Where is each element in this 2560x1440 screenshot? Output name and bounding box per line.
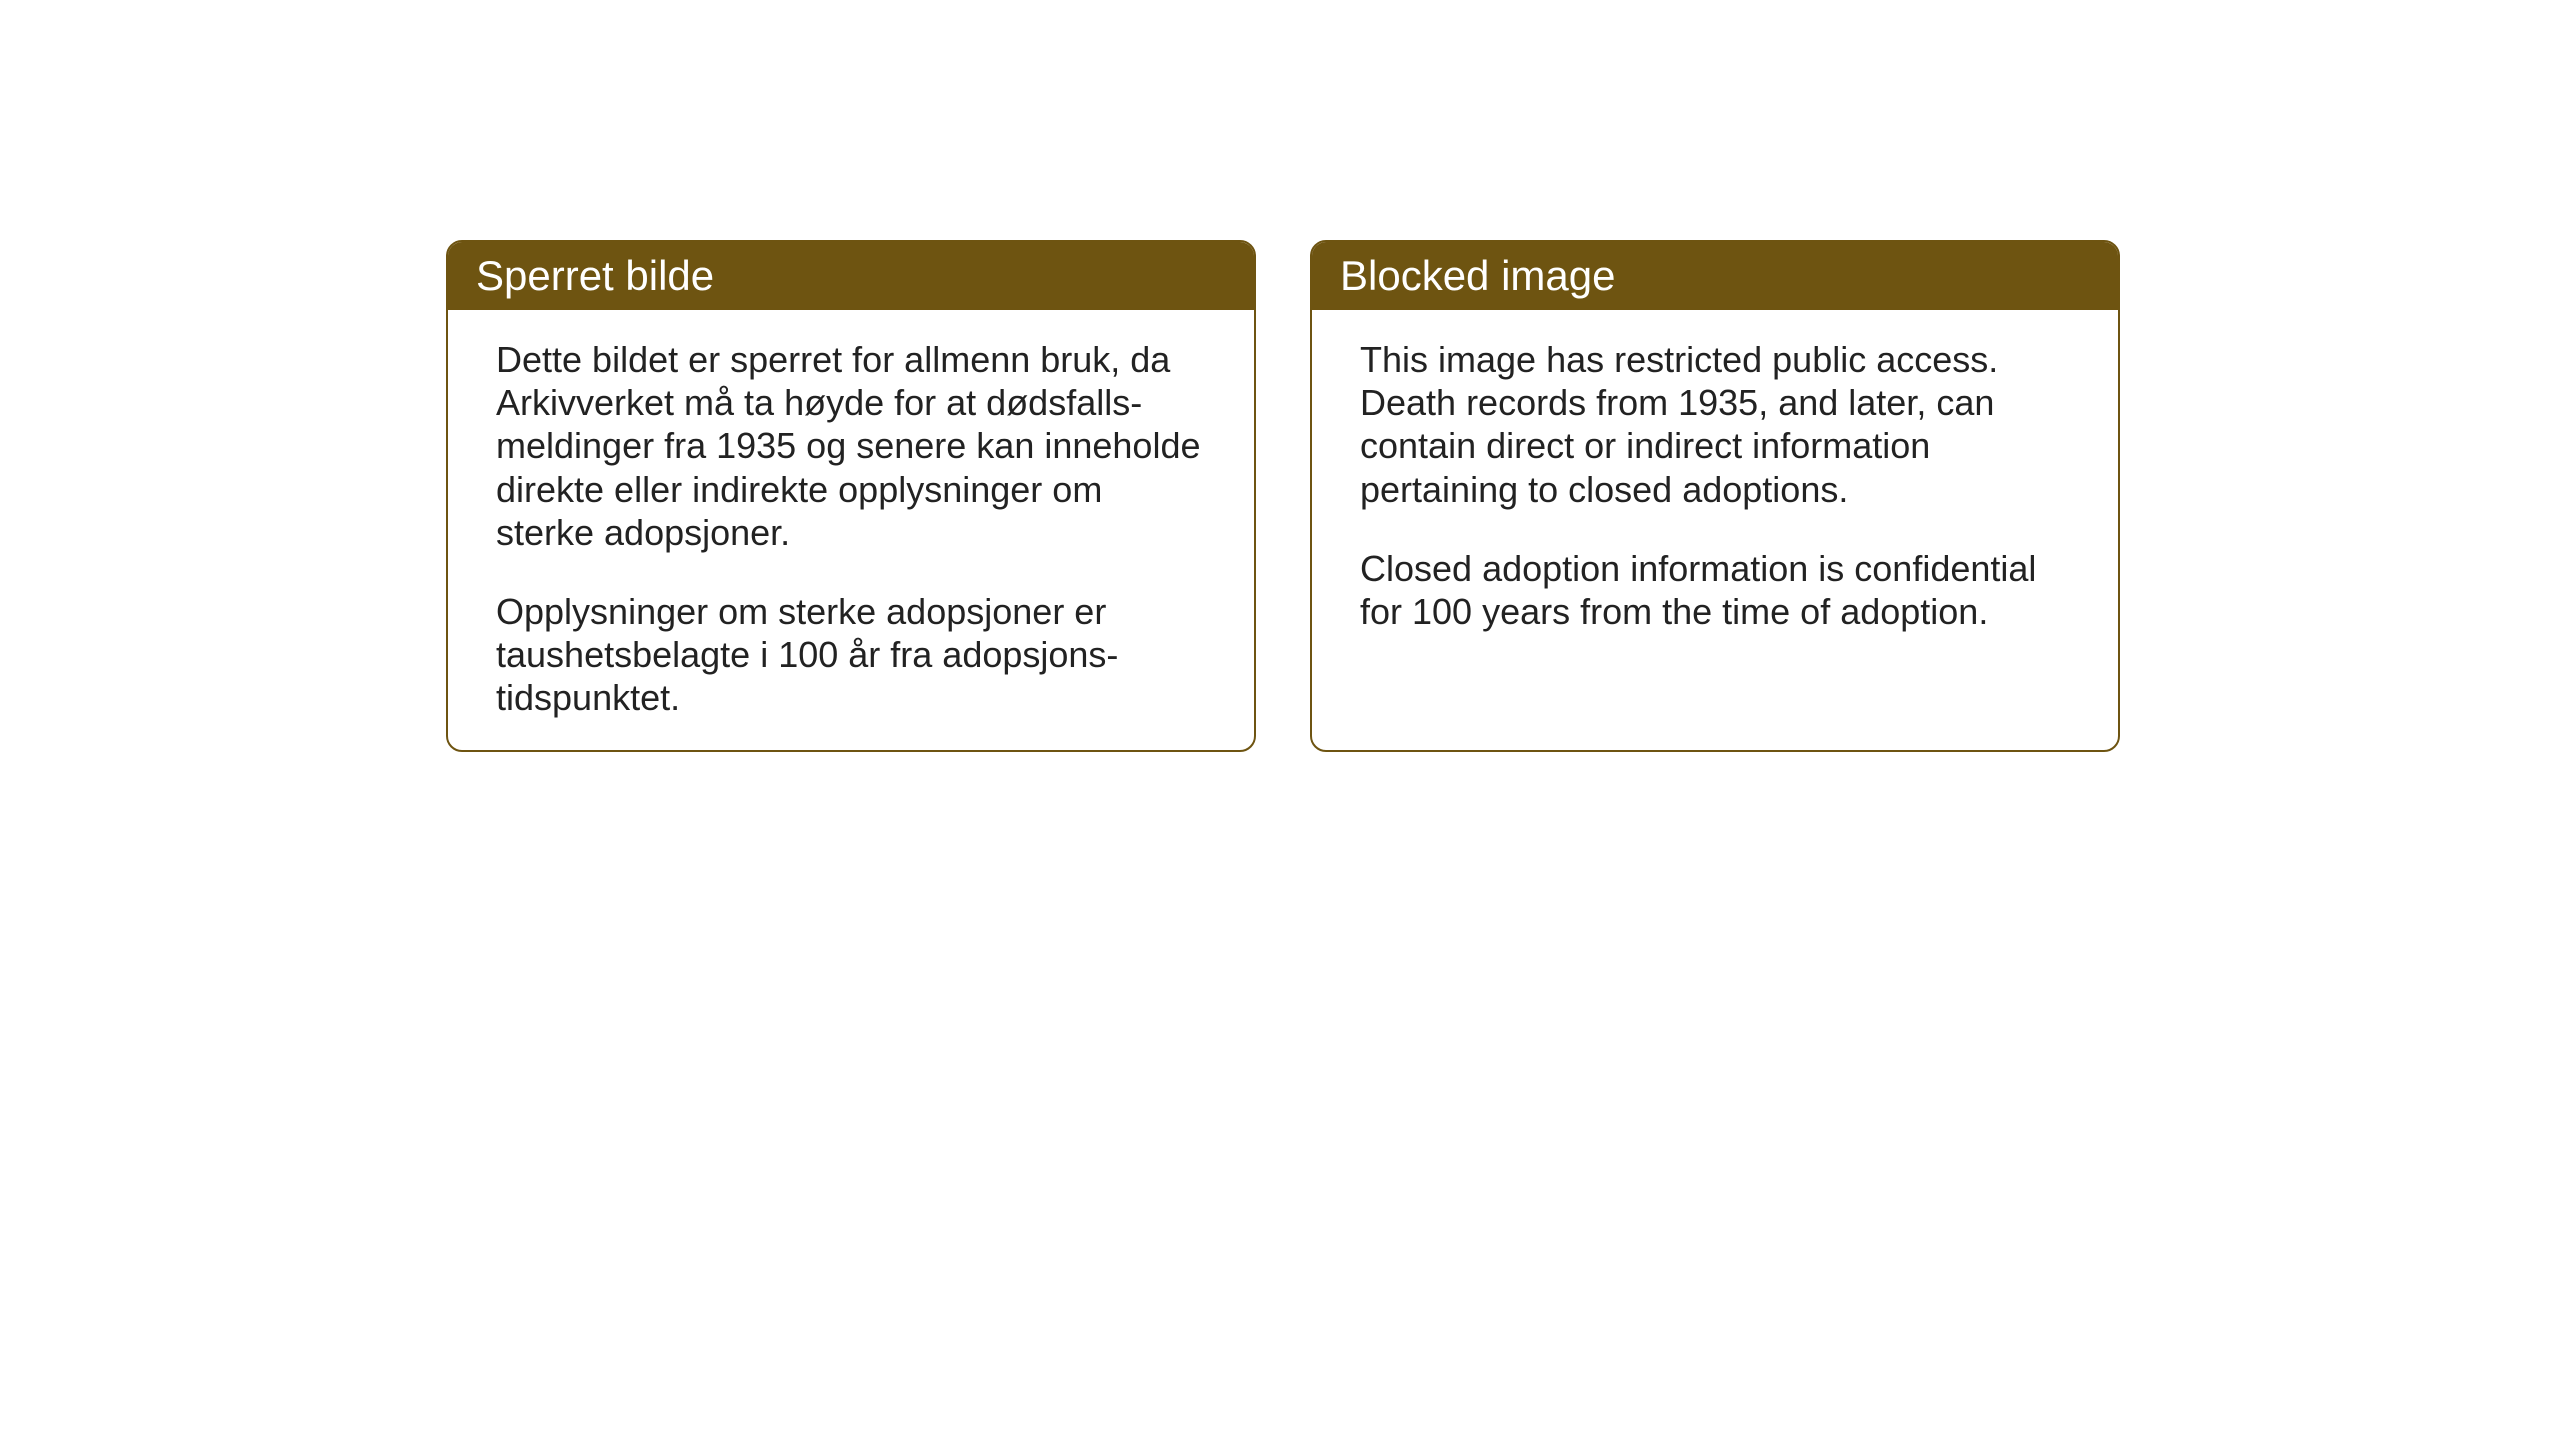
card-norwegian-paragraph1: Dette bildet er sperret for allmenn bruk… [496,338,1206,554]
card-english-paragraph1: This image has restricted public access.… [1360,338,2070,511]
card-english-body: This image has restricted public access.… [1312,310,2118,697]
card-english-title: Blocked image [1340,252,1615,299]
cards-container: Sperret bilde Dette bildet er sperret fo… [446,240,2120,752]
card-norwegian-body: Dette bildet er sperret for allmenn bruk… [448,310,1254,752]
card-norwegian-header: Sperret bilde [448,242,1254,310]
card-english: Blocked image This image has restricted … [1310,240,2120,752]
card-english-header: Blocked image [1312,242,2118,310]
card-norwegian: Sperret bilde Dette bildet er sperret fo… [446,240,1256,752]
card-norwegian-title: Sperret bilde [476,252,714,299]
card-english-paragraph2: Closed adoption information is confident… [1360,547,2070,633]
card-norwegian-paragraph2: Opplysninger om sterke adopsjoner er tau… [496,590,1206,720]
